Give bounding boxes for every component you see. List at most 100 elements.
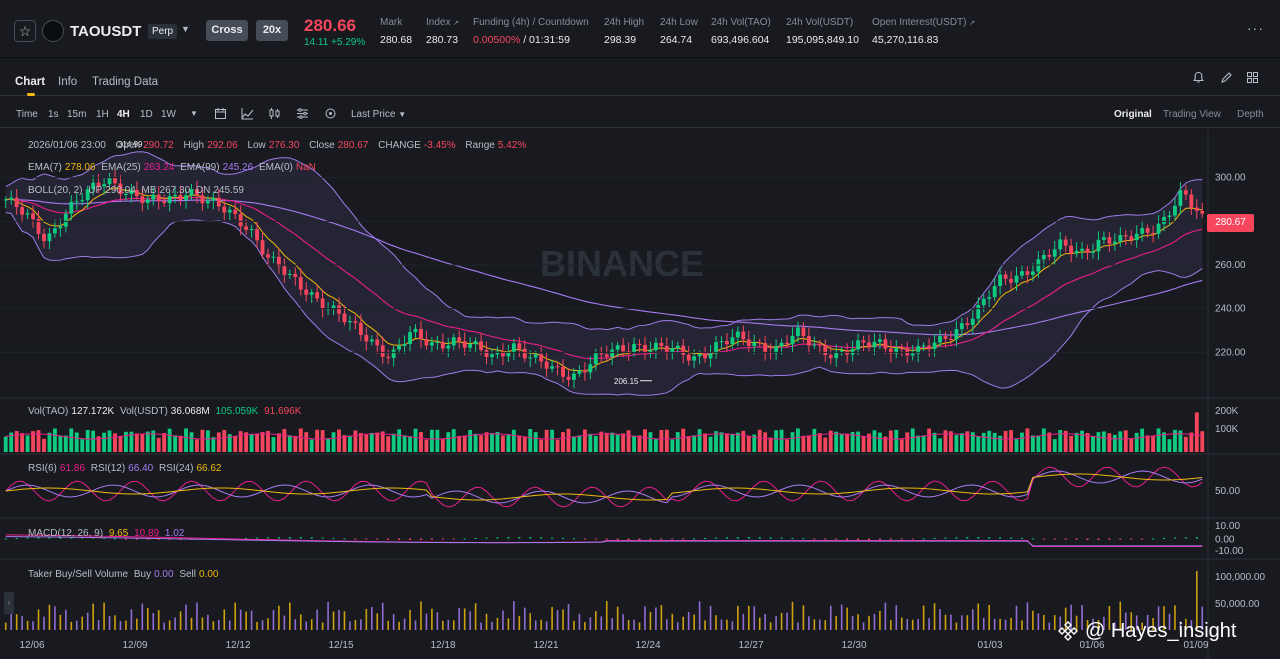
taker-volume-bar [589, 617, 592, 630]
candle-body [604, 354, 609, 357]
macd-histogram-bar [944, 537, 947, 539]
price-type-select[interactable]: Last Price ▼ [351, 109, 407, 120]
chart-type-icon[interactable] [268, 107, 281, 123]
view-depth[interactable]: Depth [1237, 109, 1264, 120]
macd-histogram-bar [1119, 538, 1122, 540]
volume-bar [3, 436, 8, 452]
margin-mode-button[interactable]: Cross [206, 20, 248, 41]
taker-volume-bar [813, 619, 816, 630]
taker-volume-bar [239, 609, 242, 630]
leverage-button[interactable]: 20x [256, 20, 288, 41]
macd-histogram-bar [4, 538, 7, 540]
interval-1s[interactable]: 1s [48, 109, 59, 120]
volume-bar [446, 432, 451, 452]
candle-body [386, 356, 391, 358]
chevron-right-icon[interactable]: › [4, 592, 14, 614]
volume-bar [244, 432, 249, 452]
taker-volume-bar [933, 603, 936, 630]
taker-volume-bar [414, 620, 417, 630]
taker-volume-bar [496, 617, 499, 630]
tab-trading-data[interactable]: Trading Data [92, 76, 159, 88]
candle-body [25, 213, 30, 215]
candle-body [293, 273, 298, 278]
macd-histogram-bar [540, 537, 543, 539]
candle-body [730, 337, 735, 345]
taker-volume-bar [726, 619, 728, 630]
taker-volume-bar [119, 621, 122, 630]
chevron-down-icon[interactable]: ▼ [181, 24, 190, 34]
taker-volume-bar [939, 609, 941, 630]
taker-volume-bar [737, 605, 739, 630]
settings-sliders-icon[interactable] [296, 107, 309, 123]
macd-histogram-bar [430, 538, 433, 540]
view-trading-view[interactable]: Trading View [1163, 109, 1221, 120]
volume-bar [298, 428, 303, 452]
interval-1h[interactable]: 1H [96, 109, 109, 120]
candle-body [134, 189, 139, 197]
volume-bar [173, 435, 178, 452]
candle-body [260, 240, 265, 255]
volume-bar [615, 434, 620, 452]
candle-body [435, 341, 440, 343]
macd-histogram-bar [715, 537, 718, 539]
candle-body [932, 342, 937, 349]
candle-body [244, 226, 249, 230]
interval-15m[interactable]: 15m [67, 109, 87, 120]
candle-body [184, 195, 188, 201]
macd-histogram-bar [1173, 537, 1176, 539]
volume-bar [63, 435, 68, 452]
volume-bar [741, 430, 746, 452]
candle-body [801, 327, 806, 337]
candle-body [1063, 239, 1068, 246]
symbol-name[interactable]: TAOUSDT [70, 23, 142, 40]
macd-histogram-bar [59, 537, 62, 539]
candle-body [861, 340, 866, 343]
volume-bar [664, 429, 669, 452]
volume-bar [375, 432, 380, 452]
candle-body [156, 194, 161, 202]
candle-body [1140, 228, 1145, 234]
candle-body [883, 339, 888, 349]
interval-dropdown-icon[interactable]: ▼ [190, 109, 198, 118]
interval-4h[interactable]: 4H [117, 109, 130, 120]
bell-icon[interactable] [1192, 71, 1205, 87]
volume-bar [954, 434, 959, 452]
indicator-icon[interactable] [241, 107, 254, 123]
taker-volume-bar [299, 614, 302, 630]
price-chart[interactable]: BINANCE314.99206.15300.00280.00260.00240… [0, 130, 1280, 659]
volume-bar [670, 439, 675, 452]
tab-info[interactable]: Info [58, 76, 78, 88]
macd-histogram-bar [693, 538, 696, 540]
more-dots-icon[interactable]: ··· [1247, 20, 1264, 36]
calendar-icon[interactable] [214, 107, 227, 123]
candle-body [708, 353, 713, 359]
grid-icon[interactable] [1246, 71, 1259, 87]
volume-bar [85, 429, 90, 452]
view-original[interactable]: Original [1114, 109, 1152, 120]
taker-volume-bar [578, 613, 581, 630]
vol-axis-label: 100K [1215, 424, 1239, 435]
volume-bar [839, 434, 844, 452]
volume-bar [178, 435, 183, 452]
taker-volume-bar [829, 605, 832, 630]
macd-histogram-bar [15, 538, 18, 540]
star-icon[interactable]: ☆ [14, 20, 36, 42]
taker-volume-bar [458, 607, 461, 630]
volume-bar [998, 435, 1003, 452]
macd-histogram-bar [518, 537, 521, 539]
crosshair-icon[interactable] [324, 107, 337, 123]
macd-histogram-bar [441, 538, 444, 540]
candle-body [522, 348, 527, 359]
interval-1d[interactable]: 1D [140, 109, 153, 120]
candle-body [118, 183, 123, 195]
tab-chart[interactable]: Chart [15, 76, 46, 88]
volume-bar [1036, 435, 1041, 452]
macd-histogram-bar [1010, 537, 1013, 539]
edit-icon[interactable] [1220, 71, 1233, 87]
interval-1w[interactable]: 1W [161, 109, 176, 120]
taker-volume-bar [1119, 601, 1122, 630]
volume-bar [561, 432, 565, 452]
candle-body [632, 343, 636, 353]
rsi6-line [5, 466, 1203, 508]
macd-histogram-bar [529, 537, 532, 539]
